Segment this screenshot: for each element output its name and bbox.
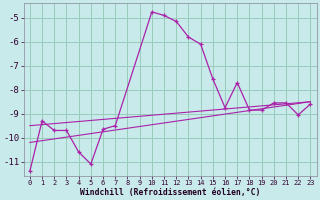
X-axis label: Windchill (Refroidissement éolien,°C): Windchill (Refroidissement éolien,°C) — [80, 188, 260, 197]
